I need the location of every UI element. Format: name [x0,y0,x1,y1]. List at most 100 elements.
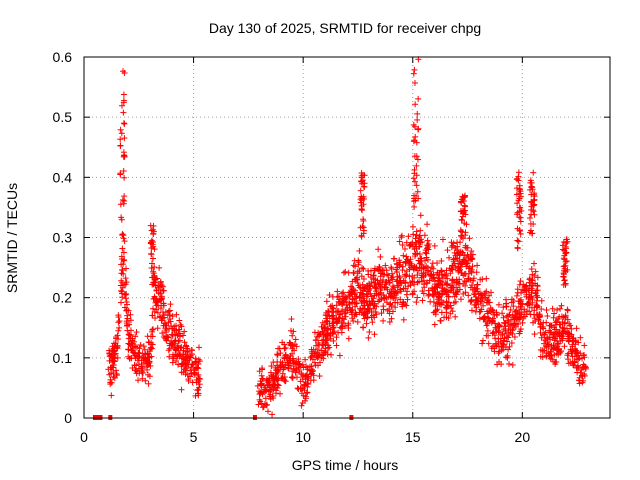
data-point [407,256,414,263]
data-point [157,278,164,285]
data-point [443,267,450,274]
data-point [412,133,419,140]
data-point [576,355,583,362]
data-point [388,302,395,309]
data-point [170,351,177,358]
data-point [400,252,407,259]
data-point [108,352,115,359]
data-point [122,295,129,302]
data-point [258,400,265,407]
data-point [328,309,335,316]
data-point [495,301,502,308]
data-point [555,346,562,353]
data-point [458,296,465,303]
data-point [359,281,366,288]
data-point [129,344,136,351]
data-point [403,239,410,246]
data-point [113,372,120,379]
data-point [410,243,417,250]
data-point [581,371,588,378]
data-point [350,318,357,325]
data-point [393,269,400,276]
data-point [115,312,122,319]
data-point [528,265,535,272]
data-point [491,311,498,318]
data-point [459,259,466,266]
data-point [174,353,181,360]
data-point [351,313,358,320]
data-point [462,229,469,236]
data-point [413,264,420,271]
data-point [370,295,377,302]
data-point [149,341,156,348]
data-point [366,287,373,294]
data-point [474,262,481,269]
data-point [120,91,127,98]
data-point [552,335,559,342]
data-point [121,135,128,142]
data-point [135,349,142,356]
data-point [302,397,309,404]
data-point [111,348,118,355]
data-point [507,329,514,336]
data-point [333,334,340,341]
data-point [322,347,329,354]
data-point [418,278,425,285]
data-point [402,285,409,292]
data-point [125,307,132,314]
data-point [156,313,163,320]
data-point [506,343,513,350]
data-point [150,226,157,233]
data-point [393,278,400,285]
data-point [305,381,312,388]
data-point [342,309,349,316]
data-point [196,384,203,391]
data-point [120,152,127,159]
data-point [513,292,520,299]
data-point [359,177,366,184]
data-point [193,376,200,383]
x-tick-label: 20 [515,429,531,445]
data-point [407,279,414,286]
data-point [388,274,395,281]
data-point [166,342,173,349]
data-point [382,281,389,288]
data-point [519,319,526,326]
data-point [133,344,140,351]
data-point [410,175,417,182]
data-point [342,268,349,275]
data-point [352,263,359,270]
data-point [475,301,482,308]
data-point [391,290,398,297]
data-point [413,299,420,306]
data-point [416,251,423,258]
data-point [196,381,203,388]
data-point [299,385,306,392]
data-point [490,329,497,336]
data-point [476,308,483,315]
data-point [372,288,379,295]
data-point [411,153,418,160]
data-point [400,316,407,323]
data-point [191,369,198,376]
data-point [495,321,502,328]
data-point [480,302,487,309]
data-point [411,274,418,281]
data-point [531,190,538,197]
data-point [160,287,167,294]
data-point [466,235,473,242]
data-point [452,313,459,320]
data-point [288,316,295,323]
data-point [189,361,196,368]
data-point [455,260,462,267]
data-point [442,271,449,278]
data-point [293,343,300,350]
data-point [335,329,342,336]
data-point [479,340,486,347]
data-point [444,247,451,254]
y-tick-label: 0.1 [53,350,73,366]
data-point [149,326,156,333]
data-point [155,284,162,291]
y-tick-label: 0.6 [53,49,73,65]
